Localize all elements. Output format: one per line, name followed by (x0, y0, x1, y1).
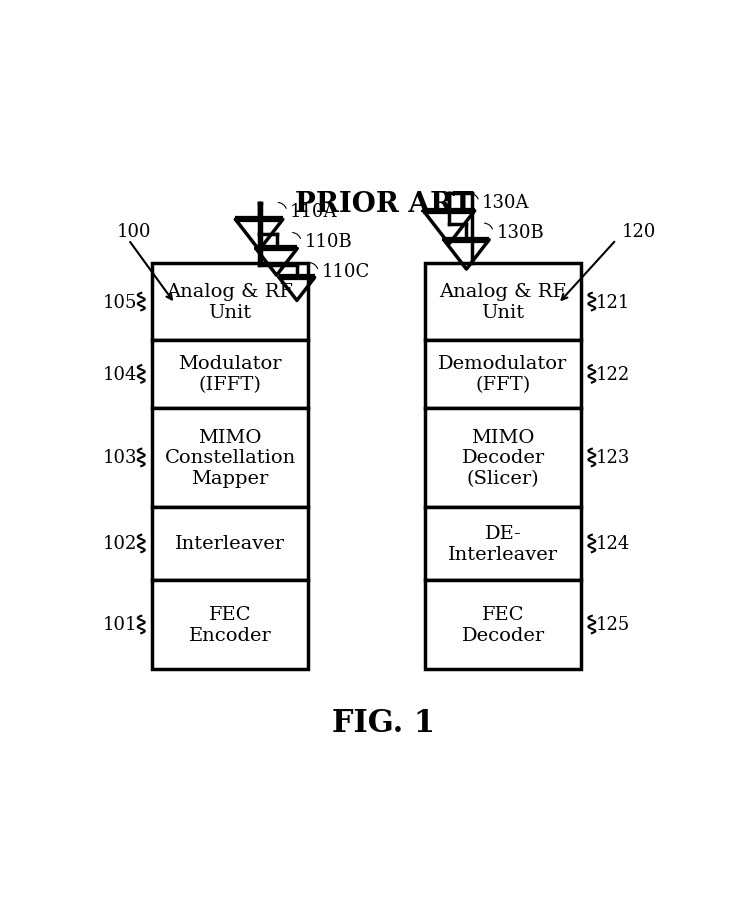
Text: 104: 104 (103, 366, 137, 384)
Text: 123: 123 (595, 449, 630, 467)
Text: 110B: 110B (304, 232, 352, 250)
Bar (425, 341, 581, 408)
Text: Interleaver: Interleaver (175, 535, 285, 553)
Text: 100: 100 (117, 223, 151, 241)
Bar (425, 507, 581, 580)
Text: 120: 120 (622, 223, 656, 241)
Text: 124: 124 (595, 535, 630, 553)
Bar (151, 264, 309, 341)
Text: 130A: 130A (482, 194, 530, 212)
Text: PRIOR ART: PRIOR ART (295, 191, 473, 218)
Text: FEC
Encoder: FEC Encoder (189, 605, 271, 644)
Text: 130B: 130B (496, 223, 544, 241)
Text: Modulator
(IFFT): Modulator (IFFT) (178, 355, 282, 394)
Text: 110A: 110A (290, 203, 338, 221)
Text: 110C: 110C (321, 263, 370, 281)
Bar (151, 507, 309, 580)
Text: 103: 103 (103, 449, 137, 467)
Text: Demodulator
(FFT): Demodulator (FFT) (438, 355, 568, 394)
Text: 102: 102 (103, 535, 137, 553)
Text: 121: 121 (595, 293, 630, 311)
Bar (151, 341, 309, 408)
Text: 125: 125 (595, 615, 630, 633)
Bar (425, 264, 581, 341)
Bar (151, 580, 309, 669)
Text: 101: 101 (103, 615, 137, 633)
Text: FEC
Decoder: FEC Decoder (461, 605, 545, 644)
Text: Analog & RF
Unit: Analog & RF Unit (440, 283, 566, 322)
Text: MIMO
Constellation
Mapper: MIMO Constellation Mapper (165, 428, 296, 487)
Text: 105: 105 (103, 293, 137, 311)
Bar (151, 408, 309, 507)
Bar (425, 408, 581, 507)
Bar (425, 580, 581, 669)
Text: DE-
Interleaver: DE- Interleaver (448, 524, 558, 563)
Text: Analog & RF
Unit: Analog & RF Unit (166, 283, 294, 322)
Text: MIMO
Decoder
(Slicer): MIMO Decoder (Slicer) (461, 428, 545, 487)
Text: FIG. 1: FIG. 1 (333, 707, 435, 739)
Text: 122: 122 (595, 366, 630, 384)
